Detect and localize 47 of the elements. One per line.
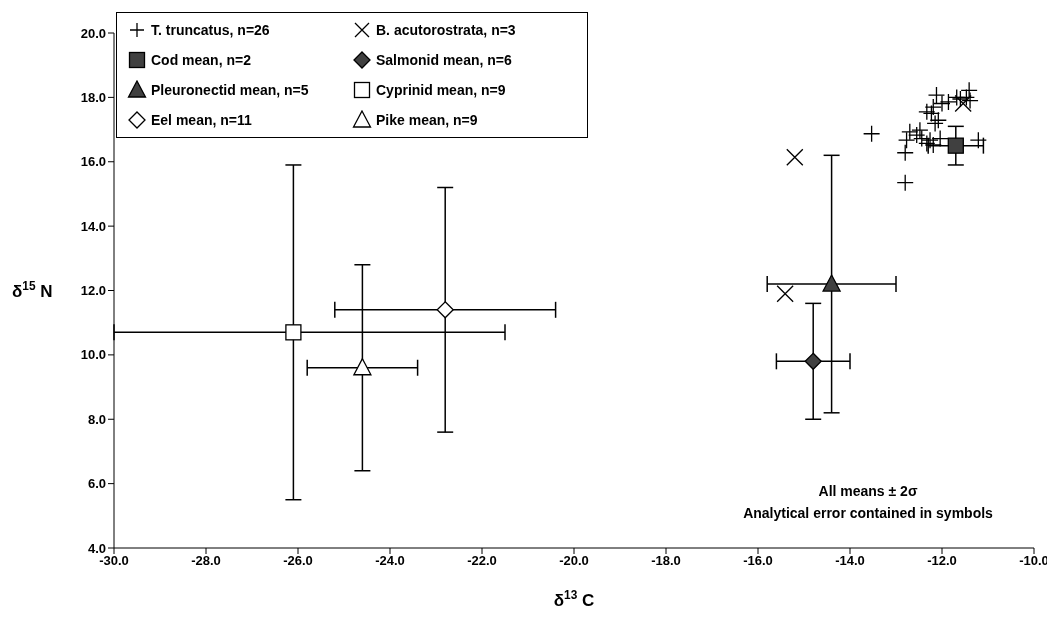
point bbox=[947, 137, 964, 154]
y-tick-label: 8.0 bbox=[87, 411, 106, 427]
point bbox=[896, 144, 914, 162]
x-tick-label: -14.0 bbox=[835, 553, 865, 569]
point bbox=[786, 148, 804, 166]
x-tick-label: -12.0 bbox=[927, 553, 957, 569]
point bbox=[951, 90, 970, 108]
point bbox=[353, 358, 372, 376]
y-tick-label: 14.0 bbox=[80, 218, 106, 234]
point bbox=[436, 301, 454, 319]
legend-label: Pike mean, n=9 bbox=[376, 112, 478, 128]
x-tick-label: -30.0 bbox=[99, 553, 129, 569]
legend-label: B. acutorostrata, n=3 bbox=[376, 22, 516, 38]
point bbox=[776, 285, 794, 303]
annotation: All means ± 2σ bbox=[817, 482, 919, 501]
annotation: Analytical error contained in symbols bbox=[742, 504, 994, 523]
point bbox=[862, 125, 881, 143]
x-tick-label: -20.0 bbox=[559, 553, 589, 569]
x-tick-label: -22.0 bbox=[467, 553, 497, 569]
point bbox=[954, 94, 972, 113]
point bbox=[285, 324, 302, 341]
point bbox=[896, 174, 914, 192]
point bbox=[897, 131, 916, 149]
point bbox=[804, 352, 822, 370]
y-tick-label: 10.0 bbox=[80, 347, 106, 363]
legend-label: T. truncatus, n=26 bbox=[151, 22, 270, 38]
x-tick-label: -18.0 bbox=[651, 553, 681, 569]
legend-label: Eel mean, n=11 bbox=[151, 112, 252, 128]
legend-label: Cyprinid mean, n=9 bbox=[376, 82, 506, 98]
y-tick-label: 18.0 bbox=[80, 89, 106, 105]
x-tick-label: -28.0 bbox=[191, 553, 221, 569]
y-tick-label: 20.0 bbox=[80, 25, 106, 41]
legend-label: Cod mean, n=2 bbox=[151, 52, 251, 68]
y-tick-label: 6.0 bbox=[87, 476, 106, 492]
point bbox=[901, 123, 919, 141]
x-axis-title: δ$^{13}$C bbox=[553, 588, 595, 610]
y-tick-label: 12.0 bbox=[80, 283, 106, 299]
x-tick-label: -24.0 bbox=[375, 553, 405, 569]
x-tick-label: -16.0 bbox=[743, 553, 773, 569]
legend-label: Pleuronectid mean, n=5 bbox=[151, 82, 309, 98]
point bbox=[939, 93, 958, 111]
x-tick-label: -26.0 bbox=[283, 553, 313, 569]
y-axis-title: δ$^{15}$N bbox=[12, 278, 53, 301]
point bbox=[822, 274, 841, 292]
y-tick-label: 4.0 bbox=[87, 540, 106, 556]
legend-label: Salmonid mean, n=6 bbox=[376, 52, 512, 68]
y-tick-label: 16.0 bbox=[80, 154, 106, 170]
